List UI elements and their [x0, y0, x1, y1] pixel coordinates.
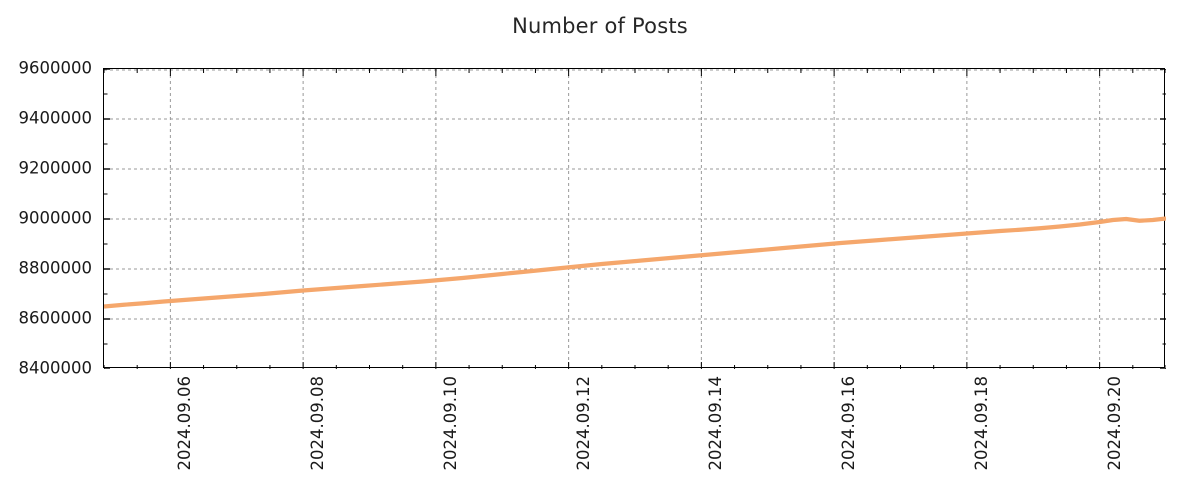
y-axis-tick-label: 8400000 [18, 358, 93, 378]
x-axis-tick-label: 2024.09.20 [1104, 376, 1124, 471]
x-axis-tick-label: 2024.09.08 [308, 376, 328, 471]
plot-area [103, 68, 1166, 369]
y-axis-tick-label: 9600000 [18, 58, 93, 78]
y-axis-tick-label: 8800000 [18, 258, 93, 278]
x-axis-tick-label: 2024.09.10 [440, 376, 460, 471]
x-axis-tick-label: 2024.09.06 [175, 376, 195, 471]
y-axis-tick-label: 9200000 [18, 158, 93, 178]
y-axis-tick-label: 9400000 [18, 108, 93, 128]
chart-title: Number of Posts [512, 14, 688, 38]
x-axis-tick-label: 2024.09.16 [839, 376, 859, 471]
x-axis-tick-label: 2024.09.14 [706, 376, 726, 471]
x-axis-tick-label: 2024.09.18 [971, 376, 991, 471]
x-axis-tick-label: 2024.09.12 [573, 376, 593, 471]
plot-svg [104, 69, 1166, 369]
y-axis-tick-label: 8600000 [18, 308, 93, 328]
y-axis-tick-label: 9000000 [18, 208, 93, 228]
